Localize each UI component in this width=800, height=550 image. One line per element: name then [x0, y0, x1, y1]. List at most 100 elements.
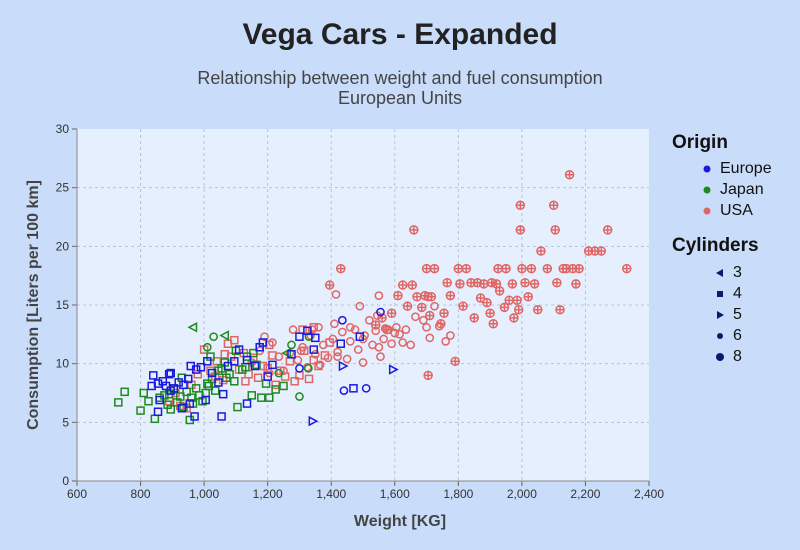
data-point [485, 308, 495, 318]
data-point [328, 334, 338, 344]
legend-japan-dot-icon [694, 185, 720, 195]
data-point [479, 279, 489, 289]
data-point [242, 399, 252, 408]
data-point [304, 374, 314, 384]
data-point [406, 340, 416, 350]
legend-item-usa[interactable]: USA [694, 202, 753, 220]
legend-cylinders-title: Cylinders [672, 235, 759, 256]
data-point [153, 407, 163, 417]
data-point [314, 361, 323, 371]
data-point [203, 357, 212, 366]
legend-item-japan[interactable]: Japan [694, 181, 764, 199]
data-point [139, 388, 148, 398]
x-tick-label: 1,600 [380, 487, 410, 501]
data-point [397, 280, 408, 290]
data-point [536, 246, 546, 256]
data-point [475, 293, 486, 303]
data-point [201, 395, 210, 405]
y-tick-label: 30 [56, 122, 70, 136]
data-point [309, 355, 318, 365]
data-point [571, 279, 581, 289]
data-point [274, 352, 284, 361]
data-point [338, 360, 349, 372]
data-point [280, 372, 290, 381]
data-point [446, 331, 455, 340]
data-point [442, 277, 452, 288]
data-point [309, 345, 318, 354]
data-point [303, 326, 312, 336]
data-point [176, 392, 185, 401]
data-point [345, 322, 355, 332]
data-point [230, 377, 239, 386]
data-point [461, 263, 472, 274]
legend-item-cyl-6[interactable]: 6 [707, 327, 742, 345]
data-point [355, 301, 365, 311]
data-point [149, 371, 158, 380]
data-point [271, 380, 280, 390]
data-point [166, 368, 175, 378]
data-point [295, 392, 304, 401]
data-point [353, 345, 363, 354]
legend-item-cyl-5[interactable]: 5 [707, 306, 742, 324]
cross-icon [707, 352, 733, 362]
data-point [295, 332, 304, 341]
data-point [206, 366, 215, 375]
data-point [295, 364, 304, 373]
data-point [380, 324, 390, 333]
data-point [517, 263, 527, 274]
data-point [339, 386, 349, 396]
data-point [445, 290, 456, 301]
legend-item-cyl-4[interactable]: 4 [707, 285, 742, 303]
data-point [265, 393, 274, 402]
x-tick-label: 2,400 [634, 487, 664, 501]
triangle-left-icon [707, 268, 733, 278]
data-point [393, 290, 403, 301]
data-point [210, 386, 220, 395]
legend-item-cyl-8[interactable]: 8 [707, 348, 742, 366]
legend-origin-title: Origin [672, 132, 728, 153]
data-point [330, 319, 339, 329]
data-point [203, 379, 212, 388]
y-axis-title: Consumption [Liters per 100 km] [25, 180, 42, 430]
data-point [390, 328, 400, 338]
legend-item-cyl-3[interactable]: 3 [707, 264, 742, 282]
data-point [164, 369, 174, 379]
y-tick-label: 25 [56, 181, 70, 195]
data-point [374, 291, 384, 300]
data-point [234, 345, 244, 354]
data-point [376, 352, 385, 361]
data-point [507, 279, 518, 289]
data-point [218, 389, 228, 399]
data-point [533, 304, 543, 315]
data-point [336, 263, 346, 274]
data-point [318, 340, 328, 350]
data-point [488, 319, 499, 329]
data-point [358, 358, 368, 367]
data-point [504, 295, 514, 306]
data-point [596, 246, 607, 256]
data-point [242, 355, 252, 365]
data-point [333, 347, 342, 357]
data-point [177, 404, 187, 413]
data-point [520, 277, 530, 288]
data-point [290, 377, 299, 386]
data-point [550, 225, 561, 235]
data-point [274, 368, 284, 378]
data-point [412, 292, 422, 302]
data-point [161, 381, 171, 391]
data-points [114, 170, 632, 427]
data-point [350, 325, 360, 334]
data-point [426, 292, 437, 302]
data-point [430, 301, 439, 311]
data-point [220, 350, 230, 359]
data-point [222, 373, 231, 382]
data-point [419, 315, 428, 325]
y-tick-label: 15 [56, 298, 70, 312]
data-point [392, 322, 401, 332]
data-point [529, 279, 540, 289]
chart-title: Vega Cars - Expanded [242, 18, 558, 51]
data-point [288, 325, 298, 334]
data-point [230, 357, 239, 366]
legend-item-europe[interactable]: Europe [694, 160, 772, 178]
data-point [185, 399, 195, 408]
